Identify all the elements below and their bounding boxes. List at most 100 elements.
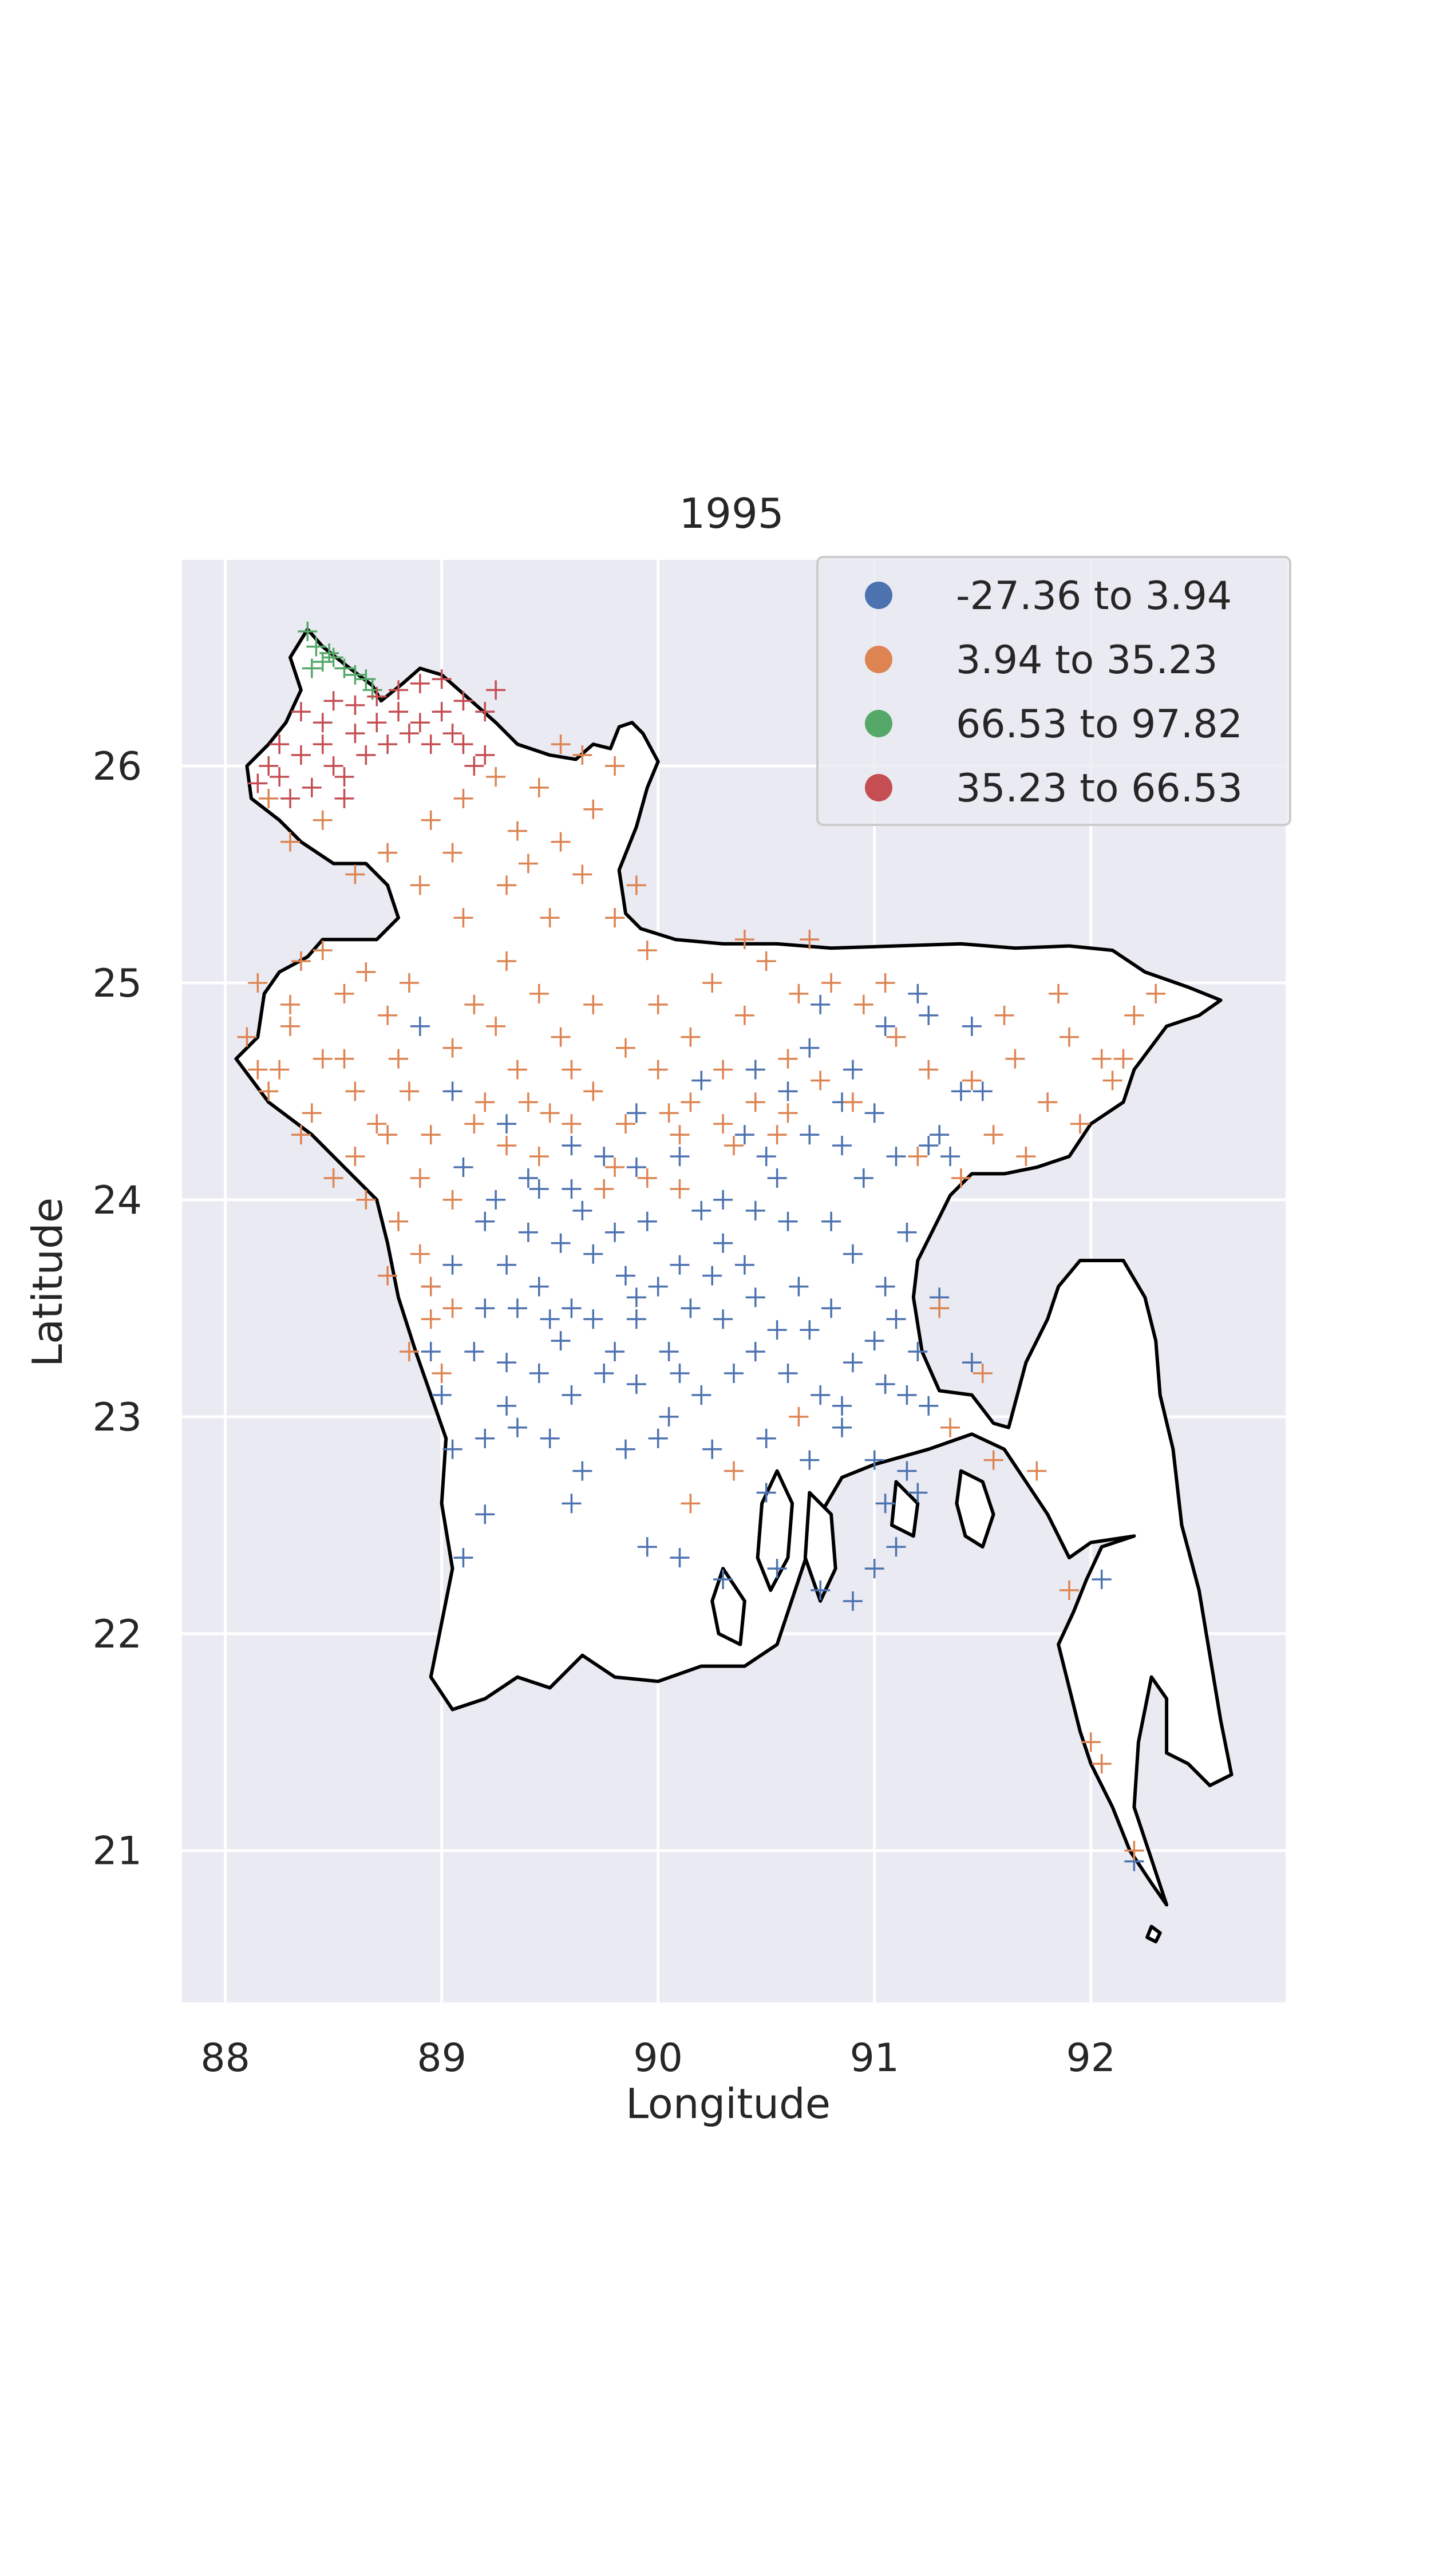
data-point: [908, 1147, 928, 1167]
data-point: [843, 1244, 863, 1264]
data-point: [486, 767, 506, 787]
data-point: [734, 1125, 754, 1145]
data-point: [886, 1309, 906, 1329]
y-tick-label: 21: [92, 1829, 142, 1874]
data-point: [626, 1287, 646, 1307]
data-point: [605, 756, 625, 776]
data-point: [897, 1222, 917, 1242]
data-point: [756, 1483, 776, 1503]
legend-marker: [865, 582, 892, 609]
data-point: [637, 1211, 657, 1231]
data-point: [843, 1591, 863, 1611]
data-point: [475, 1211, 495, 1231]
data-point: [800, 1320, 820, 1340]
data-point: [756, 951, 776, 971]
data-point: [713, 1060, 733, 1080]
data-point: [464, 994, 484, 1014]
data-point: [648, 1428, 668, 1448]
legend-marker: [865, 774, 892, 801]
data-point: [789, 1406, 809, 1427]
coastal-island: [710, 1567, 746, 1646]
data-point: [583, 1081, 603, 1101]
data-point: [615, 1038, 635, 1058]
data-point: [302, 777, 322, 797]
data-point: [323, 1168, 343, 1188]
data-point: [410, 1016, 430, 1036]
data-point: [594, 1147, 614, 1167]
data-point: [800, 1038, 820, 1058]
data-point: [551, 1233, 571, 1253]
data-point: [1092, 1049, 1112, 1069]
data-point: [464, 756, 484, 776]
data-point: [734, 1255, 754, 1275]
data-point: [983, 1125, 1003, 1145]
data-point: [832, 1136, 852, 1156]
data-point: [306, 637, 326, 657]
data-point: [453, 1157, 473, 1178]
series-1: [237, 734, 1166, 1860]
y-tick-label: 26: [92, 744, 142, 789]
data-point: [626, 1309, 646, 1329]
data-point: [800, 930, 820, 950]
data-point: [626, 875, 646, 895]
data-point: [497, 1396, 517, 1416]
x-tick-label: 92: [1066, 2036, 1116, 2081]
data-point: [853, 1168, 873, 1188]
data-point: [562, 1494, 582, 1514]
data-point: [919, 1396, 939, 1416]
data-point: [442, 1255, 462, 1275]
data-point: [1092, 1570, 1112, 1590]
data-point: [453, 908, 473, 928]
data-point: [637, 1537, 657, 1557]
data-point: [345, 665, 365, 685]
data-point: [745, 1060, 765, 1080]
data-point: [319, 643, 339, 663]
data-point: [875, 973, 895, 993]
legend-label: -27.36 to 3.94: [956, 574, 1232, 619]
data-point: [529, 1364, 549, 1384]
data-point: [745, 1200, 765, 1220]
legend: -27.36 to 3.94 3.94 to 35.23 66.53 to 97.8…: [816, 556, 1291, 826]
data-point: [270, 767, 290, 787]
data-point: [410, 1244, 430, 1264]
data-point: [1124, 1005, 1144, 1025]
data-point: [756, 1147, 776, 1167]
data-point: [486, 1190, 506, 1210]
data-point: [270, 734, 290, 754]
data-point: [713, 1570, 733, 1590]
data-point: [843, 1060, 863, 1080]
data-point: [497, 1114, 517, 1134]
legend-label: 35.23 to 66.53: [956, 766, 1243, 811]
data-point: [832, 1396, 852, 1416]
axis-ticks: 88 89 90 91 92 21 22 23 24 25 26: [92, 744, 1116, 2081]
data-point: [864, 1331, 884, 1351]
data-point: [583, 1309, 603, 1329]
data-point: [356, 1190, 376, 1210]
data-point: [399, 973, 419, 993]
data-point: [811, 1581, 831, 1600]
data-point: [778, 1103, 798, 1123]
data-point: [919, 1060, 939, 1080]
data-point: [529, 1147, 549, 1167]
data-point: [1070, 1114, 1090, 1134]
data-point: [562, 1385, 582, 1405]
data-point: [475, 745, 495, 765]
data-point: [399, 1342, 419, 1362]
data-point: [389, 680, 409, 700]
data-point: [670, 1364, 690, 1384]
data-point: [313, 734, 333, 754]
data-point: [378, 1005, 398, 1025]
data-point: [270, 1060, 290, 1080]
data-point: [464, 1114, 484, 1134]
data-point: [615, 1439, 635, 1459]
x-tick-label: 91: [849, 2036, 899, 2081]
data-point: [637, 1168, 657, 1188]
coastal-island: [1145, 1925, 1162, 1943]
data-point: [464, 1342, 484, 1362]
data-point: [551, 734, 571, 754]
data-point: [691, 1070, 711, 1091]
data-point: [298, 622, 318, 642]
data-point: [421, 734, 441, 754]
data-point: [313, 713, 333, 733]
coastal-island: [803, 1491, 837, 1603]
